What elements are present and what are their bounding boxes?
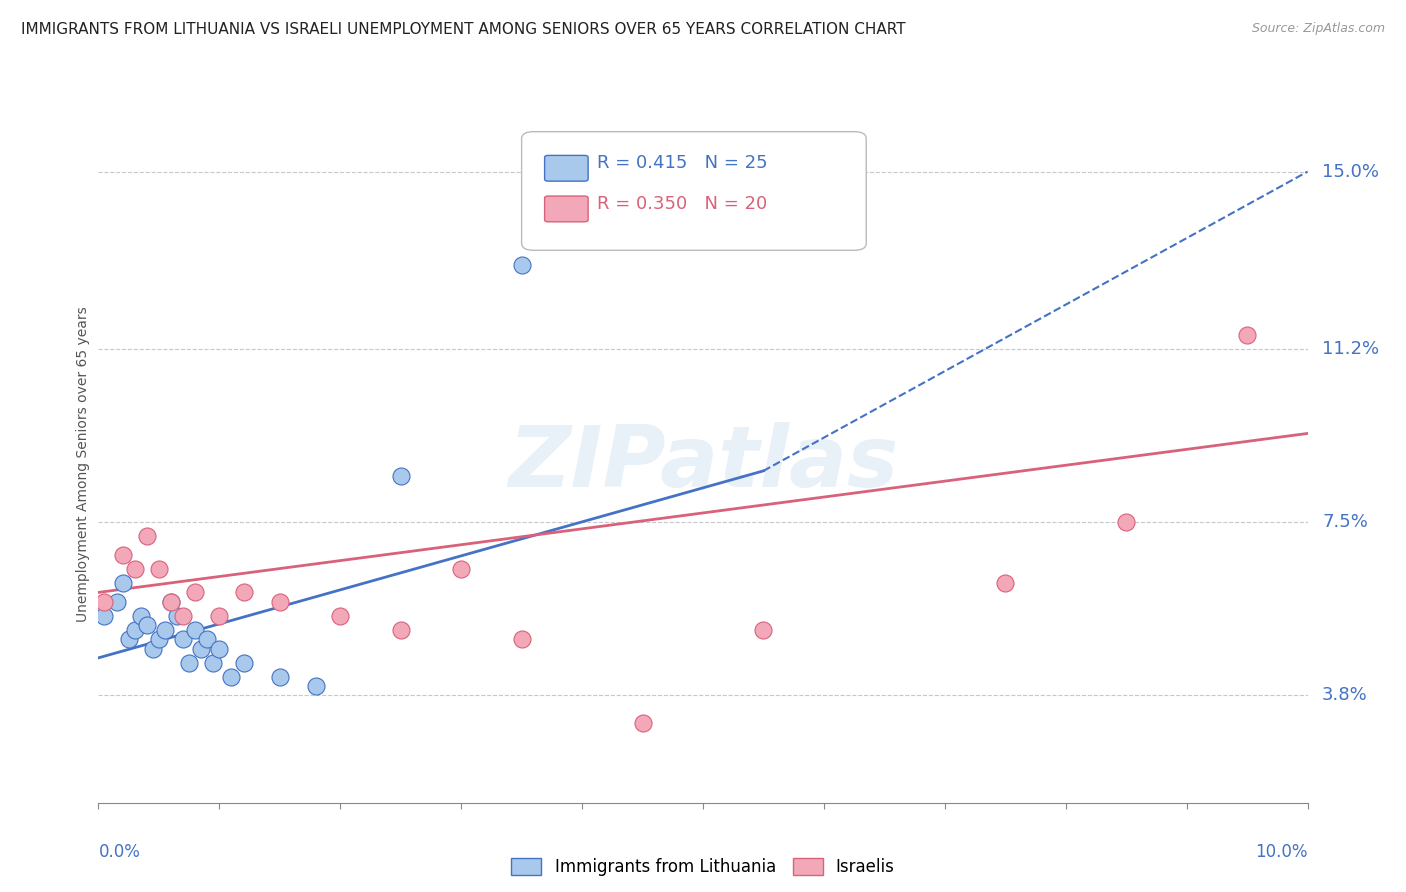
Point xyxy=(269,669,291,683)
Text: R = 0.350   N = 20: R = 0.350 N = 20 xyxy=(596,195,766,213)
Point xyxy=(135,618,157,632)
FancyBboxPatch shape xyxy=(522,132,866,251)
Point xyxy=(179,656,201,670)
Point xyxy=(1236,328,1258,343)
Y-axis label: Unemployment Among Seniors over 65 years: Unemployment Among Seniors over 65 years xyxy=(76,306,90,622)
Point xyxy=(124,623,146,637)
Text: Source: ZipAtlas.com: Source: ZipAtlas.com xyxy=(1251,22,1385,36)
Point xyxy=(160,595,183,609)
Point xyxy=(153,623,176,637)
Point xyxy=(389,468,412,483)
Point xyxy=(129,608,152,623)
Point xyxy=(389,623,412,637)
Point xyxy=(202,656,225,670)
Point xyxy=(93,608,115,623)
Text: IMMIGRANTS FROM LITHUANIA VS ISRAELI UNEMPLOYMENT AMONG SENIORS OVER 65 YEARS CO: IMMIGRANTS FROM LITHUANIA VS ISRAELI UNE… xyxy=(21,22,905,37)
Point xyxy=(994,576,1017,591)
FancyBboxPatch shape xyxy=(544,155,588,181)
Point xyxy=(148,562,170,576)
Point xyxy=(190,641,212,656)
Point xyxy=(142,641,165,656)
Point xyxy=(118,632,141,647)
Point xyxy=(124,562,146,576)
Point xyxy=(232,656,254,670)
Point xyxy=(450,562,472,576)
Point xyxy=(184,623,207,637)
Point xyxy=(135,529,157,543)
Point xyxy=(269,595,291,609)
Point xyxy=(510,632,533,647)
Point xyxy=(148,632,170,647)
Point xyxy=(329,608,352,623)
Point xyxy=(631,716,654,731)
Point xyxy=(752,623,775,637)
Text: 7.5%: 7.5% xyxy=(1322,513,1368,532)
Text: 3.8%: 3.8% xyxy=(1322,686,1368,705)
Point xyxy=(111,576,134,591)
Point xyxy=(160,595,183,609)
Legend: Immigrants from Lithuania, Israelis: Immigrants from Lithuania, Israelis xyxy=(512,857,894,876)
Text: 15.0%: 15.0% xyxy=(1322,162,1379,181)
Point xyxy=(195,632,218,647)
Text: 10.0%: 10.0% xyxy=(1256,844,1308,862)
Text: ZIPatlas: ZIPatlas xyxy=(508,422,898,506)
Point xyxy=(208,608,231,623)
Point xyxy=(184,585,207,599)
Text: R = 0.415   N = 25: R = 0.415 N = 25 xyxy=(596,154,768,172)
Point xyxy=(221,669,243,683)
Text: 0.0%: 0.0% xyxy=(98,844,141,862)
Point xyxy=(305,679,328,693)
Point xyxy=(208,641,231,656)
Point xyxy=(93,595,115,609)
Point xyxy=(510,258,533,272)
Point xyxy=(172,632,194,647)
Point xyxy=(1115,516,1137,530)
Point xyxy=(111,548,134,562)
FancyBboxPatch shape xyxy=(544,196,588,222)
Point xyxy=(105,595,128,609)
Text: 11.2%: 11.2% xyxy=(1322,340,1379,359)
Point xyxy=(166,608,188,623)
Point xyxy=(232,585,254,599)
Point xyxy=(172,608,194,623)
